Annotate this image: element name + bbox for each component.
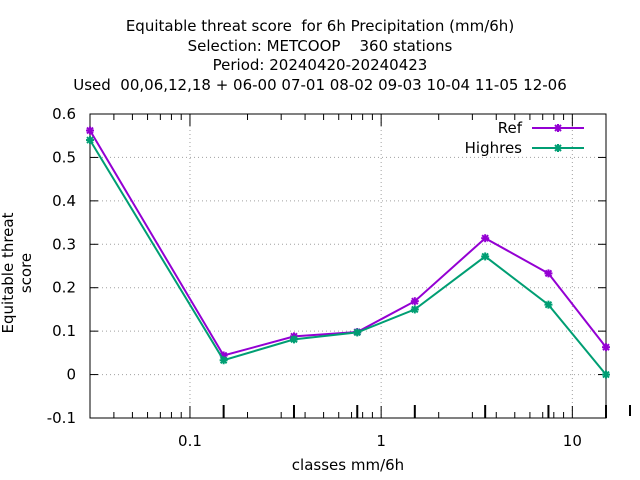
marker-stroke-d2 <box>86 136 94 144</box>
plot-border <box>89 113 607 419</box>
marker-stroke-d2 <box>411 297 419 305</box>
axes: -0.1 0 0.1 0.2 0.3 0.4 0.5 0.6 0.1 1 10 <box>47 105 631 450</box>
series-line-highres <box>89 139 607 376</box>
y-tick-label: 0.5 <box>52 148 76 166</box>
y-tick-label: 0.6 <box>52 105 76 123</box>
series-layer <box>86 126 610 379</box>
legend-marker-highres <box>554 144 562 152</box>
data-point-highres <box>481 252 490 261</box>
y-tick-label: 0.3 <box>52 235 76 253</box>
data-point-ref <box>410 297 419 306</box>
marker-stroke-d2 <box>290 335 298 344</box>
legend: Ref Highres <box>465 119 584 157</box>
marker-stroke-d2 <box>86 126 94 135</box>
marker-stroke-d2 <box>481 234 489 242</box>
data-point-highres <box>86 136 94 145</box>
data-point-ref <box>544 269 553 278</box>
legend-label-ref: Ref <box>498 119 523 137</box>
data-point-ref <box>86 126 94 135</box>
x-tick-label: 1 <box>376 432 386 450</box>
marker-stroke-d2 <box>411 305 419 314</box>
chart-title-line-3: Period: 20240420-20240423 <box>212 56 428 74</box>
marker-stroke-d2 <box>554 144 562 152</box>
chart-title-line-4: Used 00,06,12,18 + 06-00 07-01 08-02 09-… <box>73 76 567 94</box>
y-axis-label: Equitable threat score <box>0 212 35 334</box>
marker-stroke-d2 <box>353 328 361 337</box>
data-point-highres <box>219 356 228 365</box>
legend-marker-ref <box>554 124 562 132</box>
data-point-ref <box>602 343 610 352</box>
marker-stroke-d2 <box>481 252 489 261</box>
data-point-highres <box>602 370 610 379</box>
x-tick-label: 0.1 <box>178 432 202 450</box>
marker-stroke-d2 <box>544 269 553 278</box>
y-tick-label: 0.4 <box>52 192 76 210</box>
data-point-highres <box>410 305 419 314</box>
grid <box>90 114 606 418</box>
data-point-highres <box>289 335 298 344</box>
data-point-highres <box>544 300 553 309</box>
marker-stroke-d2 <box>554 124 562 132</box>
marker-stroke-d2 <box>544 300 553 309</box>
series-line-ref <box>89 129 607 357</box>
chart-title-line-2: Selection: METCOOP 360 stations <box>187 37 453 55</box>
y-tick-label: 0.1 <box>52 322 76 340</box>
marker-stroke-d2 <box>219 356 228 364</box>
data-point-ref <box>481 234 490 243</box>
legend-label-highres: Highres <box>465 139 523 157</box>
marker-stroke-d2 <box>602 343 610 351</box>
marker-stroke-d2 <box>602 370 610 379</box>
y-tick-label: 0 <box>66 366 76 384</box>
y-tick-label: -0.1 <box>47 409 76 427</box>
data-point-highres <box>353 328 362 337</box>
chart-title-line-1: Equitable threat score for 6h Precipitat… <box>125 17 515 35</box>
x-axis-label: classes mm/6h <box>291 456 405 474</box>
y-tick-label: 0.2 <box>52 279 76 297</box>
x-tick-label: 10 <box>563 432 582 450</box>
